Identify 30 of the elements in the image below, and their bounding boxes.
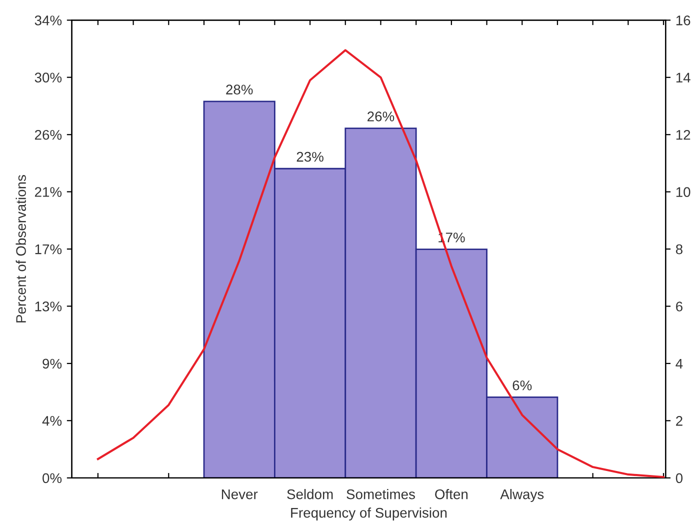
y-tick-label: 4% — [42, 416, 62, 426]
y-tick-label: 26% — [34, 130, 62, 140]
x-tick-label: Often — [435, 489, 468, 500]
x-tick-label: Always — [500, 489, 544, 502]
y2-tick-label: 14 — [676, 72, 690, 82]
y-tick-label: 0% — [42, 473, 62, 484]
data-label: 26% — [368, 112, 394, 122]
x-tick-label: Seldom — [287, 489, 333, 500]
y2-tick-label: 6 — [676, 302, 682, 312]
x-tick-label: Never — [222, 490, 258, 500]
y-tick-label: 9% — [42, 358, 62, 369]
y-tick-label: 34% — [34, 16, 62, 26]
data-label: 6% — [512, 380, 532, 390]
y2-tick-label: 10 — [676, 187, 690, 197]
y2-tick-label: 0 — [676, 473, 683, 484]
y2-tick-label: 12 — [676, 130, 690, 140]
y-tick-label: 30% — [34, 72, 62, 82]
y-tick-label: 21% — [34, 187, 62, 197]
y2-tick-label: 8 — [676, 244, 682, 254]
y-axis-title: Percent of Observations — [16, 175, 26, 322]
data-label: 23% — [296, 152, 324, 162]
x-axis-title: Frequency of Supervision — [291, 508, 447, 520]
y2-tick-label: 2 — [676, 416, 682, 426]
x-tick-label: Sometimes — [346, 489, 415, 500]
y-tick-label: 17% — [35, 244, 62, 254]
y2-tick-label: 16 — [676, 16, 690, 26]
line-series — [96, 49, 665, 478]
y2-tick-label: 4 — [676, 358, 683, 368]
y-tick-label: 13% — [35, 302, 62, 312]
data-label: 28% — [226, 84, 253, 94]
